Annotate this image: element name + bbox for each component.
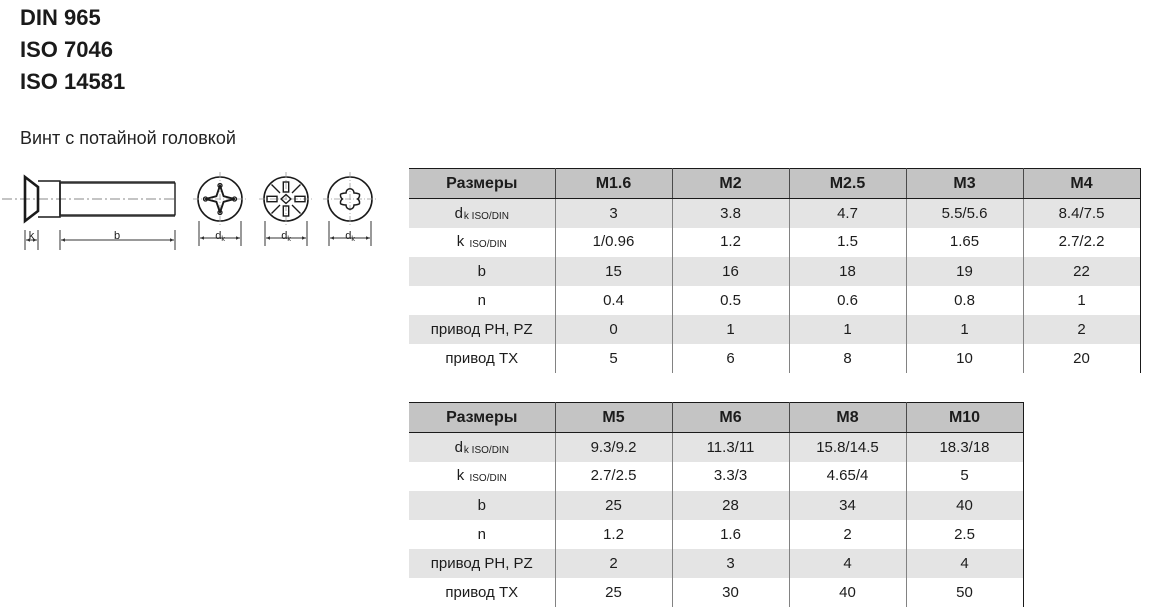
- svg-text:dk: dk: [345, 230, 355, 243]
- svg-text:k: k: [29, 230, 35, 242]
- svg-text:dk: dk: [215, 230, 225, 243]
- svg-text:dk: dk: [281, 230, 291, 243]
- svg-text:b: b: [114, 230, 120, 242]
